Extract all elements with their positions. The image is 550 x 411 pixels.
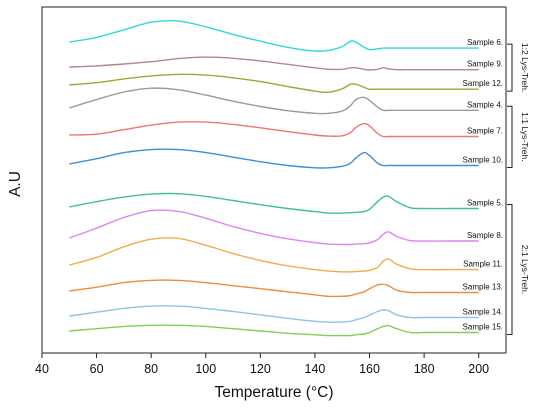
y-axis-label: A.U xyxy=(7,171,24,197)
group-bracket xyxy=(507,105,513,169)
series-label: Sample 14. xyxy=(463,308,503,317)
x-tick-label: 160 xyxy=(359,362,380,376)
x-tick-label: 80 xyxy=(144,362,158,376)
x-axis: 40 60 80 100 120 140 160 180 200 xyxy=(35,353,489,376)
x-tick-label: 200 xyxy=(468,362,489,376)
series-line xyxy=(69,121,479,138)
series-label: Sample 13. xyxy=(463,283,503,292)
series-line xyxy=(69,279,479,298)
group-bracket xyxy=(507,43,513,92)
series-label: Sample 15. xyxy=(463,323,503,332)
series-label: Sample 6. xyxy=(467,38,503,47)
series-line xyxy=(69,56,479,71)
group-label: 2:1 Lys-Treh. xyxy=(520,245,530,294)
series-line xyxy=(69,305,479,323)
series-line xyxy=(69,192,479,214)
series-line xyxy=(69,324,479,337)
series-line xyxy=(69,87,479,115)
x-tick-label: 60 xyxy=(90,362,104,376)
curves-layer xyxy=(69,20,479,337)
x-axis-label: Temperature (°C) xyxy=(214,384,333,401)
series-label: Sample 11. xyxy=(463,260,503,269)
group-bracket xyxy=(507,204,513,336)
series-label: Sample 12. xyxy=(463,79,503,88)
group-label: 1:2 Lys-Treh. xyxy=(520,43,530,92)
series-line xyxy=(69,20,479,52)
plot-frame xyxy=(41,6,507,354)
series-labels-layer: Sample 6. Sample 9. Sample 12. Sample 4. Sam… xyxy=(463,38,503,331)
series-line xyxy=(69,209,479,246)
x-tick-label: 40 xyxy=(35,362,49,376)
series-label: Sample 10. xyxy=(463,156,503,165)
series-label: Sample 4. xyxy=(467,100,503,109)
x-tick-label: 120 xyxy=(250,362,271,376)
series-line xyxy=(69,148,479,169)
series-line xyxy=(69,73,479,94)
series-label: Sample 5. xyxy=(467,199,503,208)
series-label: Sample 8. xyxy=(467,231,503,240)
x-tick-label: 140 xyxy=(305,362,326,376)
group-brackets-layer: 1:2 Lys-Treh. 1:1 Lys-Treh. 2:1 Lys-Treh. xyxy=(507,43,530,336)
series-label: Sample 9. xyxy=(467,60,503,69)
x-tick-label: 100 xyxy=(195,362,216,376)
series-label: Sample 7. xyxy=(467,127,503,136)
series-line xyxy=(69,237,479,273)
x-tick-label: 180 xyxy=(414,362,435,376)
group-label: 1:1 Lys-Treh. xyxy=(520,112,530,161)
